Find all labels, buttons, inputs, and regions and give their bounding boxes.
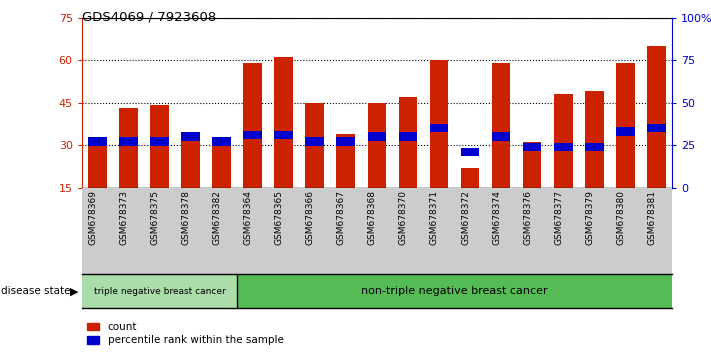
- Bar: [306, 137, 324, 146]
- Bar: [274, 57, 293, 188]
- Text: GSM678371: GSM678371: [430, 190, 439, 245]
- Bar: [336, 134, 355, 188]
- Bar: [523, 142, 542, 188]
- Text: GSM678374: GSM678374: [492, 190, 501, 245]
- Text: GSM678373: GSM678373: [119, 190, 129, 245]
- Bar: [212, 139, 231, 188]
- Text: GSM678370: GSM678370: [399, 190, 408, 245]
- Bar: [399, 132, 417, 141]
- Text: GSM678366: GSM678366: [306, 190, 315, 245]
- Bar: [150, 105, 169, 188]
- Text: GSM678380: GSM678380: [616, 190, 625, 245]
- Text: GSM678367: GSM678367: [337, 190, 346, 245]
- Bar: [119, 108, 138, 188]
- Bar: [368, 103, 386, 188]
- Text: GDS4069 / 7923608: GDS4069 / 7923608: [82, 11, 216, 24]
- Bar: [212, 137, 231, 146]
- Bar: [88, 137, 107, 146]
- Bar: [647, 124, 665, 132]
- Text: GSM678365: GSM678365: [274, 190, 284, 245]
- Text: GSM678379: GSM678379: [585, 190, 594, 245]
- Bar: [585, 143, 604, 151]
- Bar: [554, 94, 572, 188]
- Text: GSM678381: GSM678381: [647, 190, 656, 245]
- Text: GSM678369: GSM678369: [88, 190, 97, 245]
- Text: GSM678377: GSM678377: [554, 190, 563, 245]
- Bar: [647, 46, 665, 188]
- Bar: [119, 137, 138, 146]
- Bar: [616, 127, 635, 136]
- Bar: [554, 143, 572, 151]
- Text: non-triple negative breast cancer: non-triple negative breast cancer: [361, 286, 547, 296]
- Bar: [181, 132, 200, 141]
- Bar: [243, 63, 262, 188]
- Bar: [585, 91, 604, 188]
- Bar: [368, 132, 386, 141]
- Bar: [523, 143, 542, 151]
- Bar: [336, 137, 355, 146]
- Bar: [429, 124, 448, 132]
- Text: GSM678372: GSM678372: [461, 190, 470, 245]
- Text: GSM678375: GSM678375: [151, 190, 159, 245]
- Bar: [399, 97, 417, 188]
- Text: GSM678382: GSM678382: [213, 190, 222, 245]
- Text: GSM678364: GSM678364: [244, 190, 252, 245]
- Legend: count, percentile rank within the sample: count, percentile rank within the sample: [87, 322, 284, 345]
- Text: GSM678378: GSM678378: [181, 190, 191, 245]
- Bar: [150, 137, 169, 146]
- Bar: [306, 103, 324, 188]
- Bar: [616, 63, 635, 188]
- Text: triple negative breast cancer: triple negative breast cancer: [94, 287, 225, 296]
- Text: disease state: disease state: [1, 286, 70, 296]
- Bar: [88, 139, 107, 188]
- Text: GSM678368: GSM678368: [368, 190, 377, 245]
- Bar: [429, 60, 448, 188]
- Text: ▶: ▶: [70, 286, 78, 296]
- Bar: [492, 63, 510, 188]
- Bar: [181, 139, 200, 188]
- Bar: [274, 131, 293, 139]
- Bar: [461, 168, 479, 188]
- Text: GSM678376: GSM678376: [523, 190, 532, 245]
- Bar: [461, 148, 479, 156]
- Bar: [243, 131, 262, 139]
- Bar: [492, 132, 510, 141]
